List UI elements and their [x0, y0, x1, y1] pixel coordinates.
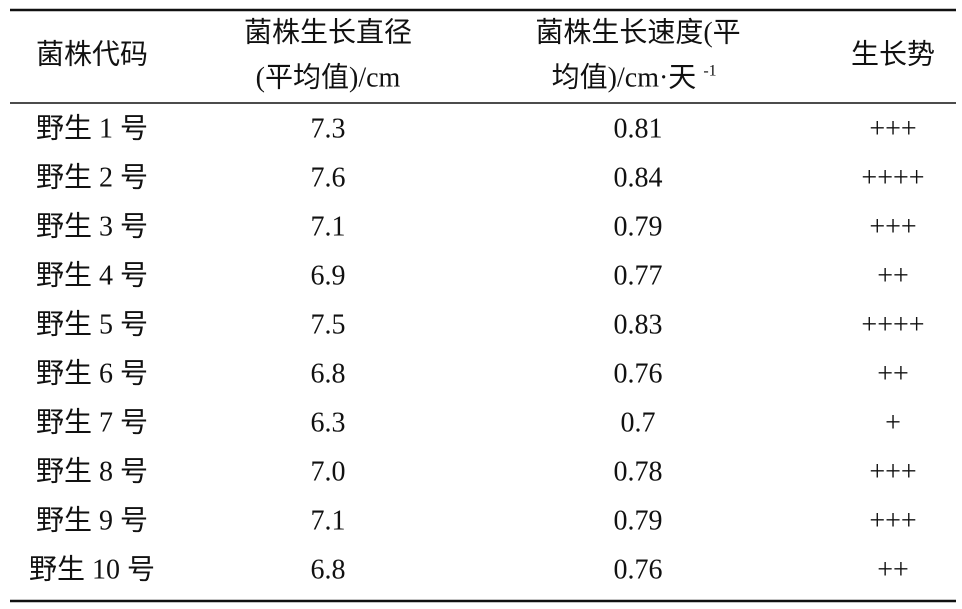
strain-name: 野生 5 号	[36, 308, 148, 340]
table-cell: 7.3	[311, 113, 346, 144]
table-cell: 0.83	[614, 309, 663, 340]
table-cell: 0.76	[614, 358, 663, 389]
table-cell: 0.77	[614, 260, 663, 291]
table-cell: +++	[869, 505, 916, 536]
table-cell: ++	[877, 260, 909, 291]
header-cell: 菌株生长速度(平	[535, 16, 740, 48]
table-cell: 6.8	[311, 554, 346, 585]
table-cell: 6.3	[311, 407, 346, 438]
strain-name: 野生 7 号	[36, 406, 148, 438]
table-cell: +++	[869, 211, 916, 242]
table-cell: +	[885, 407, 901, 438]
table-cell: ++++	[861, 162, 924, 193]
table-cell: 7.6	[311, 162, 346, 193]
table-cell: +++	[869, 113, 916, 144]
table-cell: ++++	[861, 309, 924, 340]
strain-name: 野生 8 号	[36, 455, 148, 487]
table-cell: 7.5	[311, 309, 346, 340]
strain-name: 野生 6 号	[36, 357, 148, 389]
table-cell: 7.0	[311, 456, 346, 487]
header-superscript: -1	[703, 63, 716, 80]
strain-name: 野生 9 号	[36, 504, 148, 536]
table-cell: 0.7	[621, 407, 656, 438]
strain-name: 野生 3 号	[36, 210, 148, 242]
strain-name: 野生 4 号	[36, 259, 148, 291]
table-cell: 0.79	[614, 505, 663, 536]
header-cell: (平均值)/cm	[256, 61, 401, 93]
table-cell: 0.81	[614, 113, 663, 144]
table-cell: +++	[869, 456, 916, 487]
header-cell: 均值)/cm·天	[552, 61, 697, 93]
strain-name: 野生 1 号	[36, 112, 148, 144]
table-cell: 7.1	[311, 505, 346, 536]
table-cell: ++	[877, 554, 909, 585]
header-cell: 生长势	[851, 38, 935, 70]
strain-name: 野生 10 号	[29, 553, 155, 585]
table-cell: 6.8	[311, 358, 346, 389]
table-cell: ++	[877, 358, 909, 389]
table-cell: 0.79	[614, 211, 663, 242]
table-cell: 0.78	[614, 456, 663, 487]
table-cell: 7.1	[311, 211, 346, 242]
table-cell: 6.9	[311, 260, 346, 291]
strain-name: 野生 2 号	[36, 161, 148, 193]
table-cell: 0.76	[614, 554, 663, 585]
header-cell: 菌株代码	[36, 38, 148, 70]
header-cell: 菌株生长直径	[244, 16, 412, 48]
table-cell: 0.84	[614, 162, 663, 193]
